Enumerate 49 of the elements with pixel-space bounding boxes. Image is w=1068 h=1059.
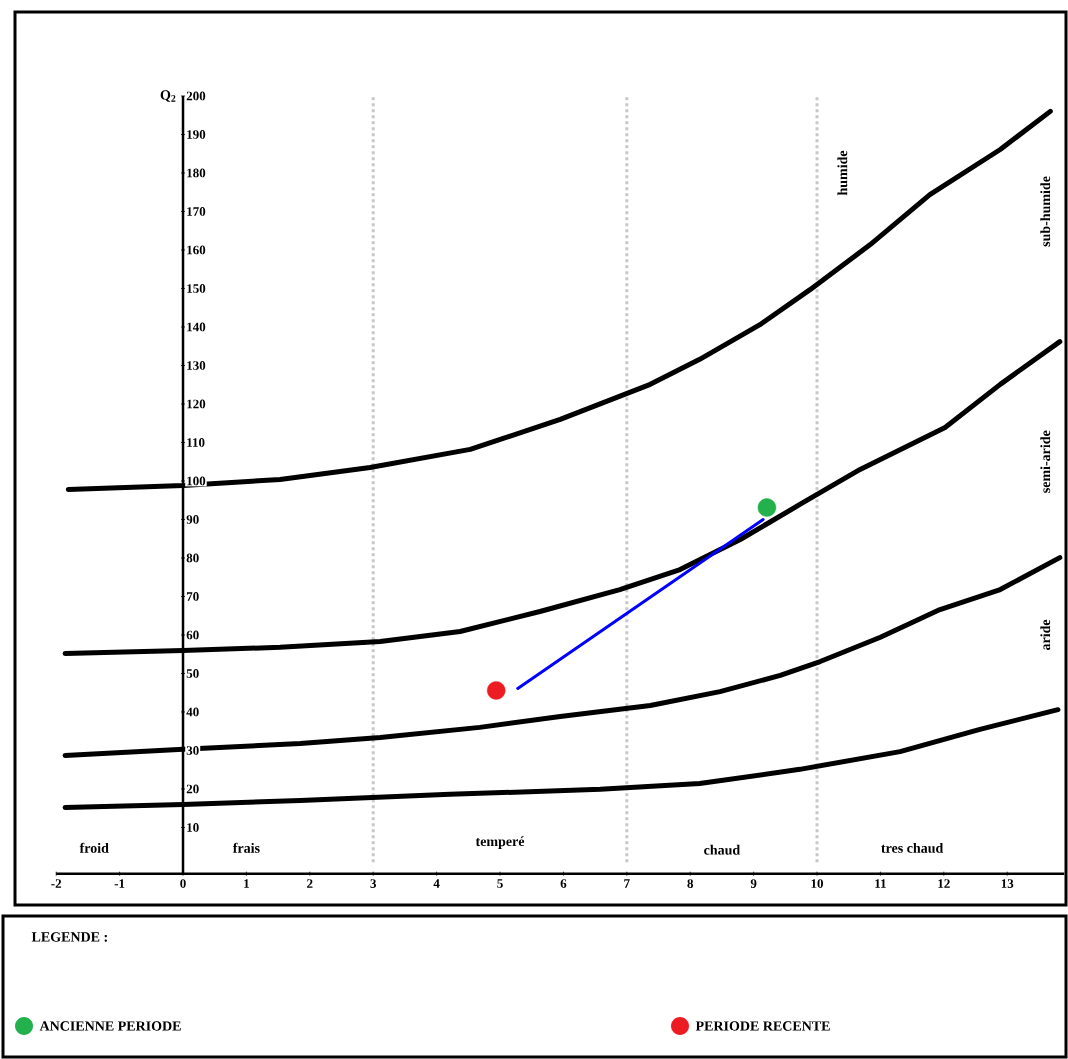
- x-tick-label: -2: [51, 879, 62, 888]
- x-tick-label: 7: [624, 879, 630, 888]
- y-tick-label: 30: [186, 746, 199, 755]
- legend-title: LEGENDE :: [31, 932, 107, 942]
- y-tick-label: 20: [186, 784, 199, 794]
- x-tick-label: 5: [497, 879, 503, 888]
- x-tick-label: 12: [938, 879, 950, 888]
- y-tick-label: 80: [186, 553, 199, 563]
- y-axis-title: Q$_{2}$: [160, 90, 176, 102]
- y-tick-label: 120: [187, 399, 206, 409]
- annotation: frais: [232, 842, 260, 853]
- x-tick-label: 6: [560, 879, 567, 888]
- y-tick-label: 70: [186, 592, 199, 601]
- y-tick-label: 180: [187, 168, 206, 178]
- annotation: semi-aride: [1040, 430, 1051, 493]
- x-tick-label: 11: [875, 879, 886, 888]
- x-tick-label: 3: [370, 879, 377, 888]
- y-tick-label: 190: [187, 130, 206, 139]
- x-tick-label: 1: [244, 879, 249, 888]
- y-tick-label: 150: [187, 284, 206, 293]
- legend-label: ANCIENNE PERIODE: [39, 1021, 181, 1031]
- x-tick-label: 9: [750, 879, 757, 888]
- annotation: sub-humide: [1040, 176, 1051, 247]
- annotation: humide: [837, 150, 848, 196]
- annotation: froid: [79, 842, 109, 853]
- y-tick-label: 50: [186, 669, 199, 678]
- y-tick-label: 140: [187, 322, 206, 332]
- y-tick-label: 10: [187, 823, 199, 832]
- x-tick-label: 4: [433, 879, 440, 888]
- y-tick-label: 110: [187, 438, 205, 447]
- y-tick-label: 90: [186, 515, 199, 524]
- x-tick-label: 8: [687, 879, 694, 888]
- x-tick-label: 13: [1001, 879, 1014, 888]
- y-tick-label: 200: [186, 91, 206, 101]
- x-tick-label: 10: [811, 879, 824, 888]
- annotation: chaud: [704, 844, 741, 855]
- x-tick-label: 0: [180, 879, 186, 888]
- x-tick-label: -1: [114, 879, 125, 888]
- annotation: aride: [1040, 619, 1051, 651]
- annotation: tres chaud: [881, 842, 944, 853]
- legend-label: PERIODE RECENTE: [695, 1021, 830, 1031]
- y-tick-label: 40: [186, 707, 199, 717]
- y-tick-label: 170: [187, 207, 206, 216]
- x-tick-label: 2: [307, 879, 313, 888]
- y-tick-label: 60: [186, 630, 199, 640]
- y-tick-label: 130: [187, 361, 206, 370]
- y-tick-label: 160: [187, 245, 206, 255]
- annotation: temperé: [475, 836, 525, 849]
- y-tick-label: 100: [187, 476, 206, 486]
